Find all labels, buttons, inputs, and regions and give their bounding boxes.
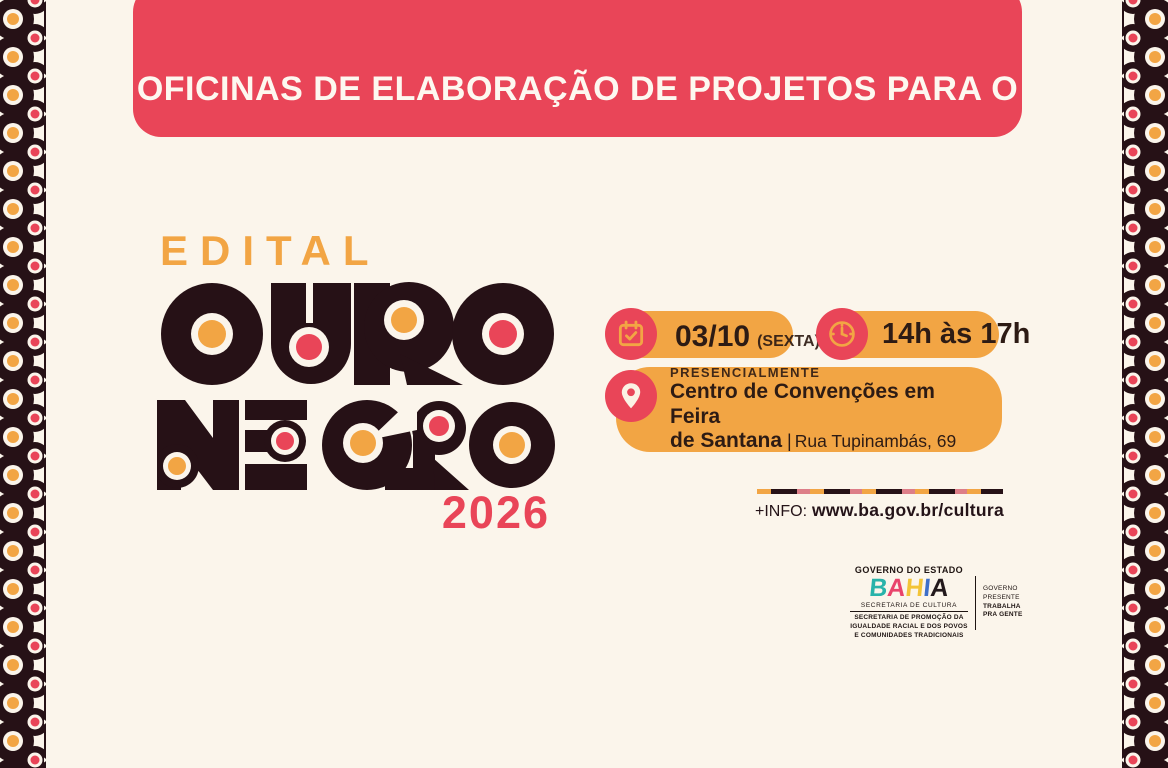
- location-separator: |: [787, 431, 792, 452]
- location-line1: Centro de Convenções em Feira: [670, 380, 935, 428]
- gov-slogan: GOVERNO PRESENTE TRABALHA PRA GENTE: [983, 585, 1022, 620]
- map-pin-icon: [621, 383, 641, 409]
- location-kicker: PRESENCIALMENTE: [670, 365, 821, 381]
- top-banner: OFICINAS DE ELABORAÇÃO DE PROJETOS PARA …: [133, 0, 1022, 137]
- location-city: de Santana: [670, 429, 783, 453]
- banner-title: OFICINAS DE ELABORAÇÃO DE PROJETOS PARA …: [136, 70, 1019, 108]
- calendar-check-icon: [618, 320, 644, 347]
- gov-dept-line: IGUALDADE RACIAL E DOS POVOS: [850, 622, 968, 630]
- info-line: +INFO: www.ba.gov.br/cultura: [755, 500, 1007, 521]
- gov-slogan-line: PRESENTE: [983, 593, 1020, 601]
- gov-slogan-line: TRABALHA: [983, 602, 1021, 610]
- info-label: +INFO:: [755, 503, 808, 520]
- bahia-logo: BAHIA: [849, 574, 970, 602]
- time-value: 14h às 17h: [882, 318, 1031, 350]
- clock-icon: [829, 321, 855, 347]
- gov-divider: [975, 575, 976, 630]
- gov-dept-igualdade: SECRETARIA DE PROMOÇÃO DA IGUALDADE RACI…: [850, 614, 968, 640]
- gov-dept-line: SECRETARIA DE PROMOÇÃO DA: [854, 614, 964, 621]
- gov-dept-line: E COMUNIDADES TRADICIONAIS: [854, 631, 964, 639]
- government-logo-block: GOVERNO DO ESTADO BAHIA SECRETARIA DE CU…: [850, 565, 1028, 640]
- date-weekday: (SEXTA): [757, 333, 820, 350]
- striped-divider: [757, 489, 1003, 494]
- date-icon-circle: [605, 308, 657, 360]
- decorative-border-left: [0, 0, 46, 768]
- location-badge: PRESENCIALMENTE Centro de Convenções em …: [616, 365, 1002, 453]
- time-icon-circle: [816, 308, 868, 360]
- wordmark-letters-graphic: [155, 282, 555, 490]
- date-value: 03/10: [675, 320, 751, 353]
- location-address: Rua Tupinambás, 69: [794, 431, 957, 452]
- gov-dept-culture: SECRETARIA DE CULTURA: [850, 602, 968, 612]
- location-line2: de Santana | Rua Tupinambás, 69: [670, 429, 956, 453]
- edital-label: EDITAL: [160, 227, 381, 274]
- bahia-letter: A: [929, 574, 951, 602]
- government-logo-left: GOVERNO DO ESTADO BAHIA SECRETARIA DE CU…: [850, 565, 968, 640]
- info-url[interactable]: www.ba.gov.br/cultura: [812, 500, 1005, 520]
- location-icon-circle: [605, 370, 657, 422]
- gov-slogan-line: PRA GENTE: [983, 611, 1023, 619]
- gov-slogan-line: GOVERNO: [983, 585, 1018, 593]
- logo-year: 2026: [441, 487, 550, 538]
- decorative-border-right: [1122, 0, 1168, 768]
- gov-header: GOVERNO DO ESTADO: [854, 565, 964, 575]
- ouro-negro-wordmark: OURO NEGRO: [155, 278, 555, 490]
